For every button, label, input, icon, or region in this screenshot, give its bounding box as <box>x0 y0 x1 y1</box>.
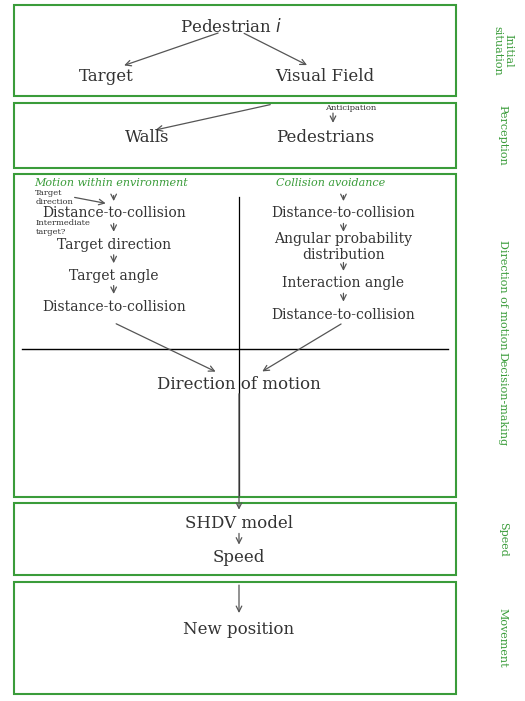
Text: Target angle: Target angle <box>69 268 159 283</box>
Text: Walls: Walls <box>125 129 170 146</box>
Bar <box>15 5 456 96</box>
Text: Pedestrian $i$: Pedestrian $i$ <box>180 18 282 36</box>
Text: Collision avoidance: Collision avoidance <box>276 178 385 188</box>
Text: Distance-to-collision: Distance-to-collision <box>271 308 415 322</box>
Text: Direction of motion: Direction of motion <box>157 376 321 393</box>
Bar <box>15 174 456 497</box>
Bar <box>15 503 456 576</box>
Bar <box>15 102 456 168</box>
Text: SHDV model: SHDV model <box>185 515 293 532</box>
Text: Decision-making: Decision-making <box>498 353 508 447</box>
Text: Motion within environment: Motion within environment <box>34 178 188 188</box>
Text: Intermediate
target?: Intermediate target? <box>35 219 90 236</box>
Text: Speed: Speed <box>213 549 265 566</box>
Text: Visual Field: Visual Field <box>276 67 375 85</box>
Text: Pedestrians: Pedestrians <box>276 129 374 146</box>
Text: Target
direction: Target direction <box>35 189 73 206</box>
Text: Direction of motion: Direction of motion <box>498 240 508 350</box>
Text: Angular probability
distribution: Angular probability distribution <box>275 232 413 262</box>
Text: Movement: Movement <box>498 608 508 668</box>
Text: Anticipation: Anticipation <box>325 104 376 112</box>
Text: Distance-to-collision: Distance-to-collision <box>271 206 415 220</box>
Text: Distance-to-collision: Distance-to-collision <box>42 206 185 220</box>
Text: Interaction angle: Interaction angle <box>282 276 404 290</box>
Text: Target: Target <box>78 67 133 85</box>
Bar <box>15 583 456 694</box>
Text: Target direction: Target direction <box>57 238 171 252</box>
Text: Speed: Speed <box>498 522 508 557</box>
Text: New position: New position <box>183 621 295 639</box>
Text: Distance-to-collision: Distance-to-collision <box>42 300 185 314</box>
Text: Perception: Perception <box>498 104 508 165</box>
Text: Initial
situation: Initial situation <box>492 26 513 76</box>
